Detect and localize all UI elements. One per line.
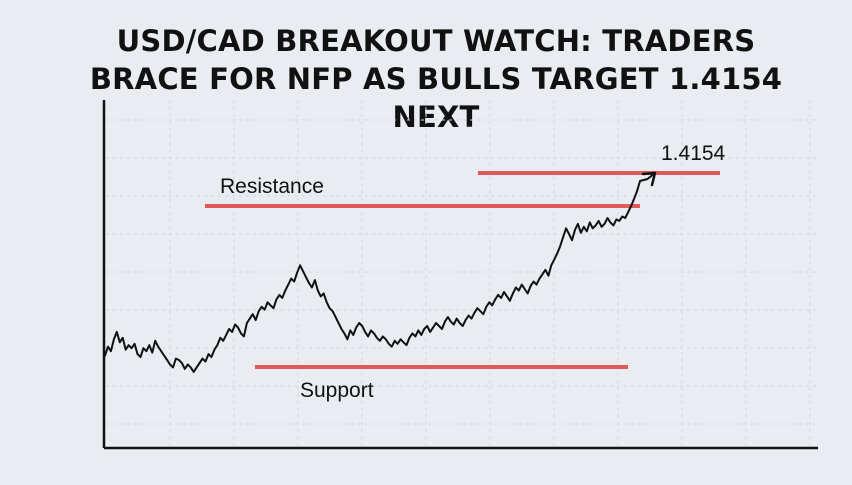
- price-series-line: [104, 172, 656, 373]
- chart-grid: [106, 100, 816, 446]
- chart-title: USD/CAD BREAKOUT WATCH: TRADERS BRACE FO…: [60, 22, 812, 136]
- target-arrow-icon: [641, 171, 657, 187]
- title-line-1: USD/CAD BREAKOUT WATCH: TRADERS: [116, 24, 756, 58]
- support-label: Support: [300, 379, 374, 402]
- target-price-label: 1.4154: [661, 142, 726, 165]
- title-line-2: BRACE FOR NFP AS BULLS TARGET 1.4154: [89, 62, 783, 96]
- resistance-label: Resistance: [220, 175, 324, 198]
- title-line-3: NEXT: [392, 100, 480, 134]
